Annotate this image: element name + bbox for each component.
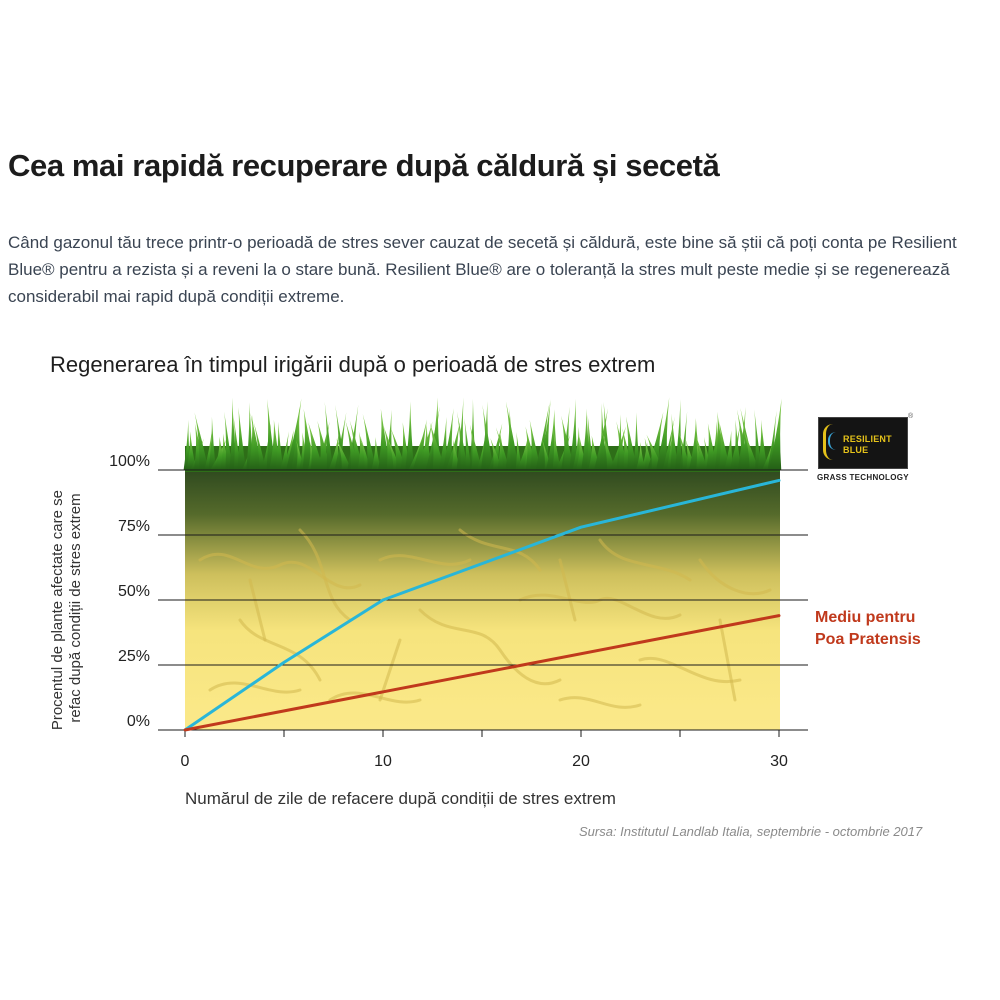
y-tick-label: 75%: [118, 518, 150, 535]
grass-blade: [674, 399, 682, 470]
grass-blade: [724, 430, 734, 470]
grass-blade: [208, 416, 216, 470]
chart-series: [183, 478, 781, 732]
soil-crack: [638, 656, 742, 684]
grass-blade: [194, 412, 209, 470]
series-label-poa-pratensis-line-2: Poa Pratensis: [815, 631, 921, 648]
grass-blade: [362, 413, 377, 470]
x-tick-label: 10: [374, 753, 392, 770]
y-tick-label: 50%: [118, 583, 150, 600]
grass-blade: [529, 419, 541, 470]
grass-blade: [768, 398, 782, 470]
chart-grid: 0% 25% 50% 75% 100%: [109, 453, 808, 731]
soil-crack: [458, 528, 542, 572]
grass-blade: [552, 429, 561, 470]
soil-crack: [198, 552, 362, 590]
soil-crack: [378, 554, 472, 566]
y-tick-label: 0%: [127, 713, 150, 730]
grass-blade: [275, 421, 284, 470]
grass-blade: [754, 409, 762, 470]
x-axis-label: Numărul de zile de refacere după condiți…: [185, 789, 616, 808]
grass-blade: [515, 431, 522, 470]
grass-strip: [183, 397, 782, 472]
source-note: Sursa: Institutul Landlab Italia, septem…: [579, 824, 923, 839]
grass-blade: [371, 437, 381, 470]
x-tick-label: 20: [572, 753, 590, 770]
grass-blade: [670, 413, 679, 470]
soil-crack: [238, 618, 322, 682]
grass-blade: [405, 401, 415, 470]
y-tick-label: 25%: [118, 648, 150, 665]
y-axis-label: Procentul de plante afectate care se ref…: [49, 486, 84, 730]
grass-blade: [412, 419, 427, 470]
logo-word-blue: BLUE: [843, 445, 869, 455]
series-line-poa-pratensis: [183, 614, 781, 732]
grass-blade: [505, 401, 520, 470]
soil-cracks: [198, 528, 772, 709]
grass-blade: [733, 419, 741, 470]
grass-blade: [469, 424, 483, 470]
soil-crack: [558, 696, 642, 709]
chart-title: Regenerarea în timpul irigării după o pe…: [50, 352, 656, 377]
x-tick-label: 0: [181, 753, 190, 770]
grass-blade: [237, 407, 246, 470]
page-headline: Cea mai rapidă recuperare după căldură ș…: [8, 148, 720, 183]
soil-crack: [558, 558, 577, 622]
grass-blade: [336, 438, 352, 470]
grass-blade: [743, 429, 759, 470]
series-label-poa-pratensis-line-1: Mediu pentru: [815, 609, 916, 626]
soil-crack: [248, 578, 267, 642]
grass-blade: [655, 397, 670, 470]
soil-crack: [298, 528, 352, 622]
soil-crack: [378, 638, 402, 702]
grass-blade: [569, 398, 578, 470]
logo-word-resilient: RESILIENT: [843, 434, 892, 444]
grass-blade: [482, 404, 494, 470]
grass-blade: [186, 431, 196, 470]
intro-paragraph: Când gazonul tău trece printr-o perioadă…: [8, 233, 957, 306]
grass-blade: [253, 421, 266, 470]
grass-leaf-icon: [823, 424, 842, 460]
grass-blade: [495, 427, 510, 470]
grass-blade: [633, 412, 640, 470]
soil-crack: [328, 691, 422, 704]
soil-crack: [598, 538, 692, 582]
grass-blade: [757, 419, 768, 470]
grass-blade: [695, 435, 708, 470]
soil-crack: [718, 618, 737, 702]
grass-blade: [324, 401, 333, 470]
grass-blade: [442, 408, 454, 470]
grass-blade: [308, 422, 324, 470]
logo-tagline: GRASS TECHNOLOGY: [817, 473, 909, 482]
y-tick-label: 100%: [109, 453, 150, 470]
soil-crack: [208, 681, 302, 694]
resilient-blue-logo: RESILIENT BLUE: [818, 417, 908, 469]
soil-crack: [418, 608, 562, 686]
registered-mark: ®: [908, 413, 914, 420]
grass-blade: [456, 411, 468, 470]
chart-axes: 0 10 20 30: [181, 730, 788, 770]
series-line-resilient-blue: [183, 478, 781, 732]
grass-blade: [464, 418, 472, 470]
grass-blade: [539, 399, 551, 470]
soil-crack: [698, 558, 772, 596]
grass-blade: [601, 431, 616, 470]
x-tick-label: 30: [770, 753, 788, 770]
grass-blade: [635, 441, 646, 470]
